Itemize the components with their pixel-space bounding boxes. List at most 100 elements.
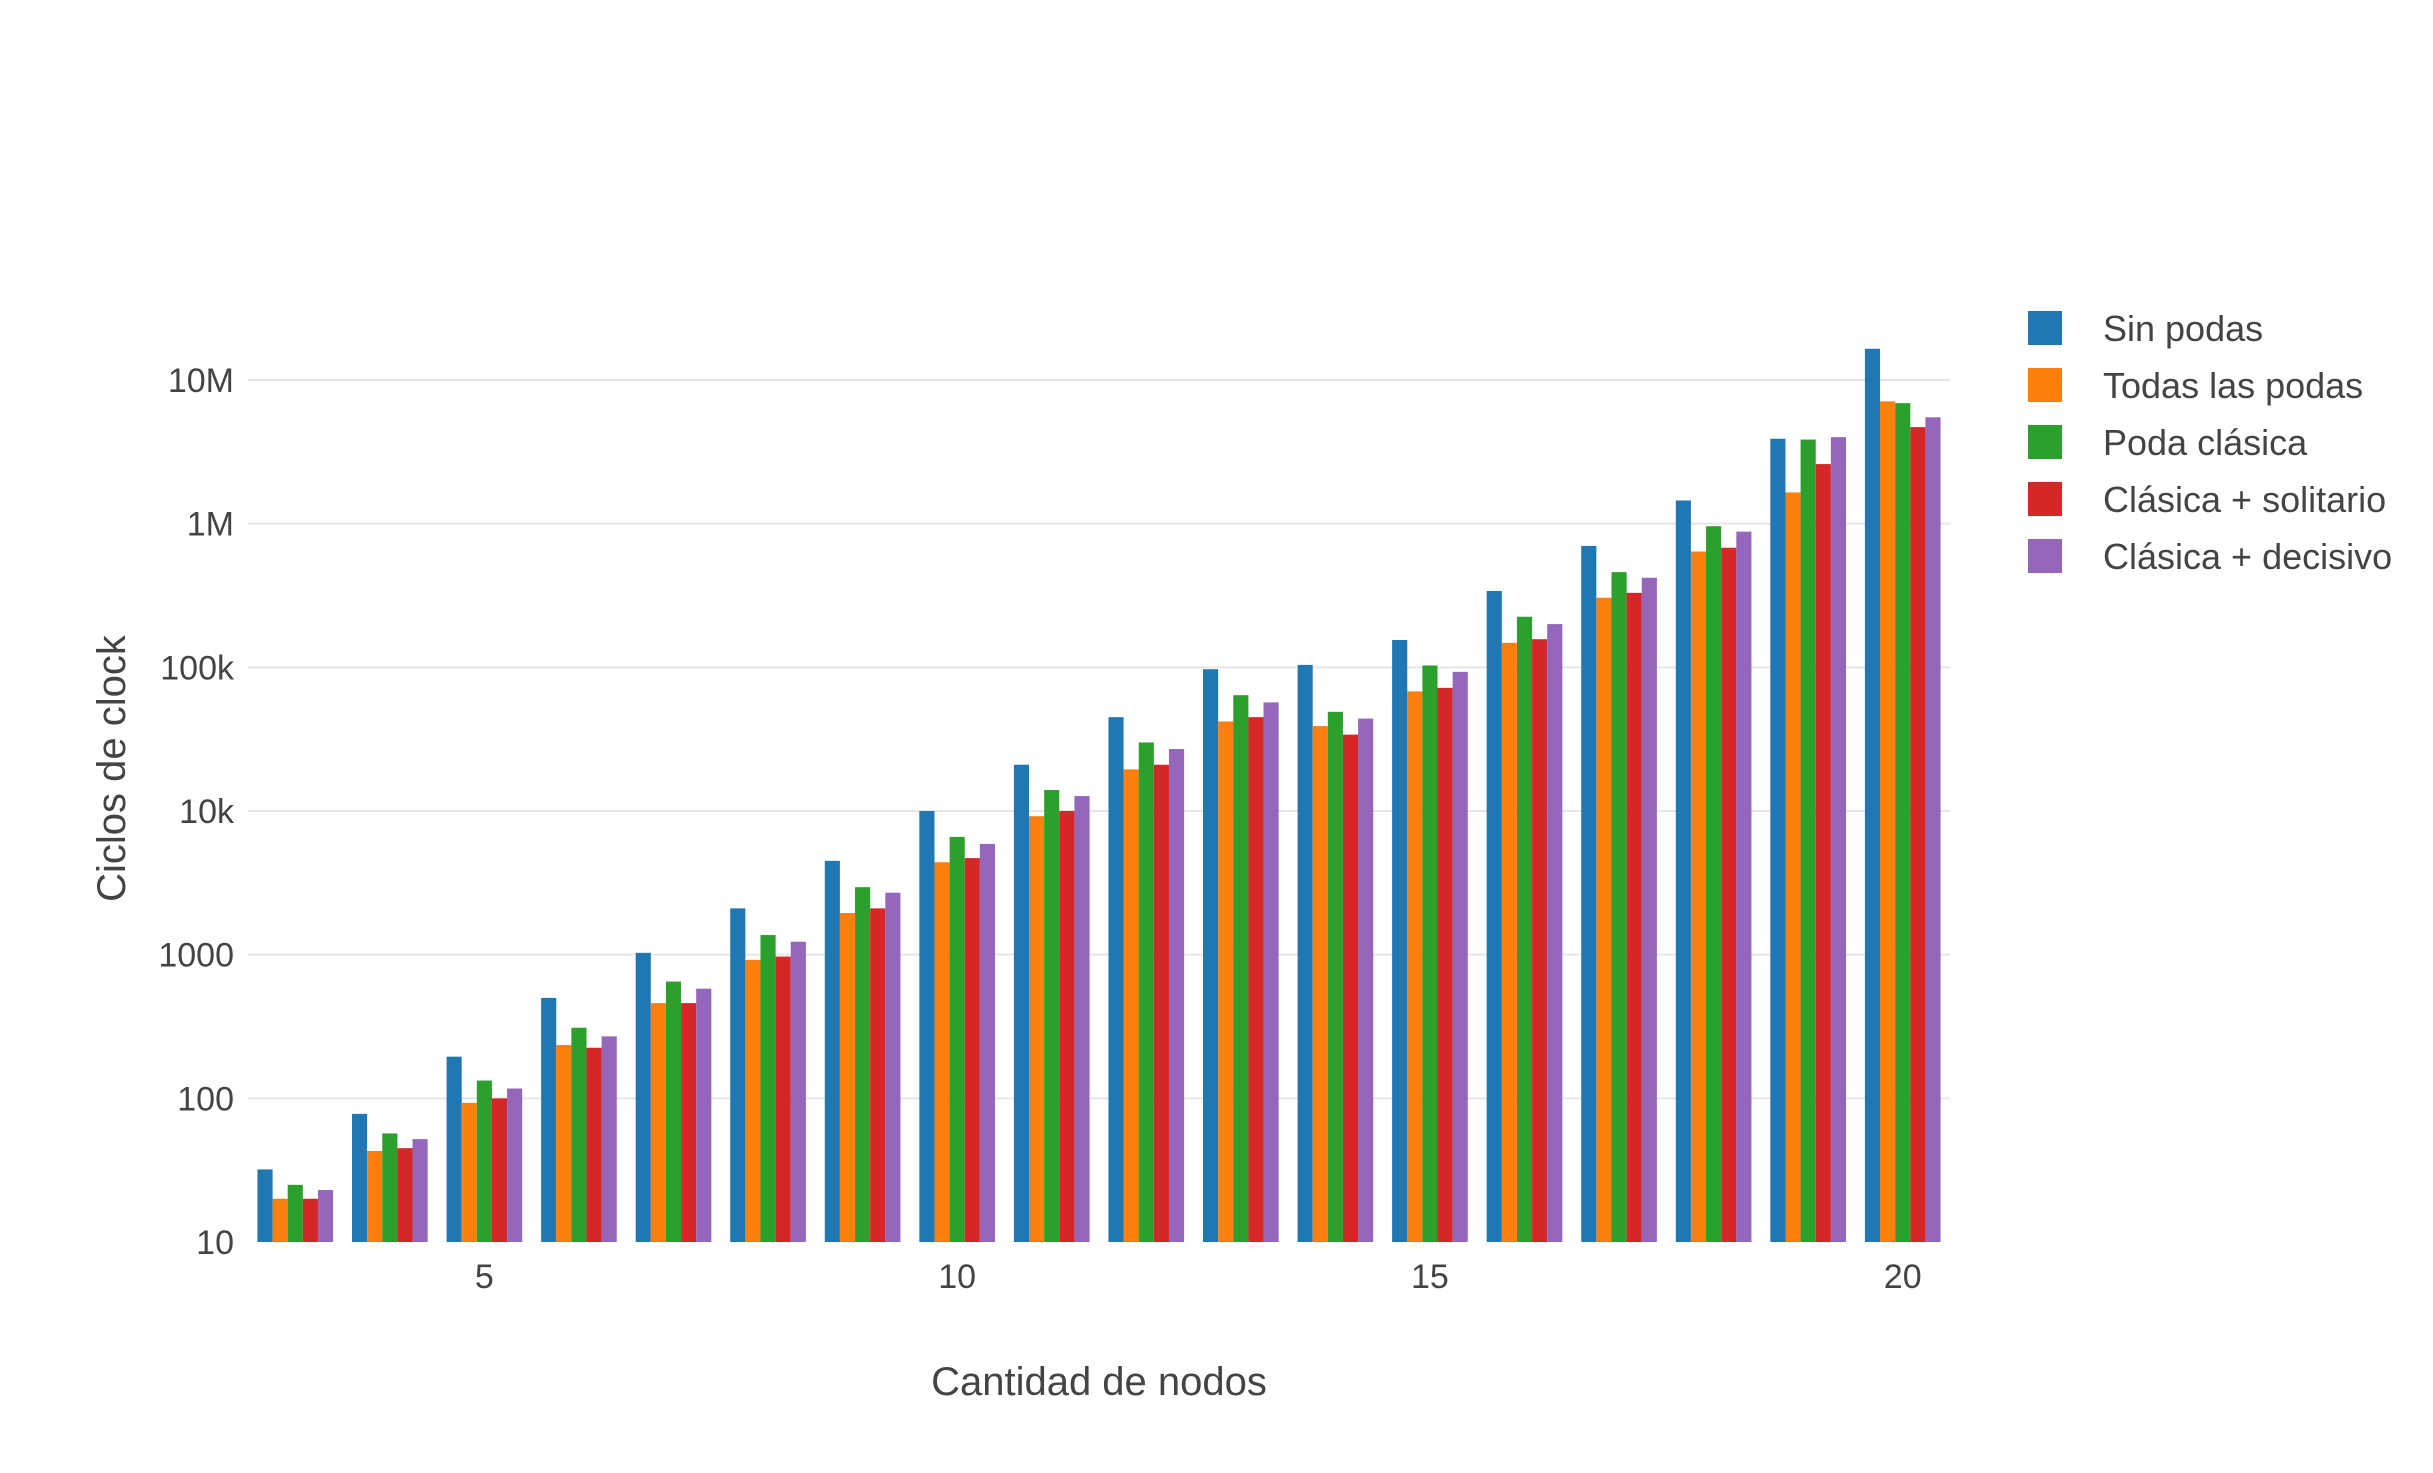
y-axis-title: Ciclos de clock — [90, 634, 134, 902]
x-tick-label: 10 — [938, 1258, 976, 1296]
bar-sin-podas-20 — [1864, 348, 1881, 1242]
x-axis-title: Cantidad de nodos — [931, 1360, 1267, 1404]
y-tick-label: 100 — [177, 1080, 234, 1118]
x-tick-label: 5 — [475, 1258, 494, 1296]
legend-label: Sin podas — [2103, 308, 2263, 349]
bar-sin-podas-14 — [1297, 664, 1313, 1242]
bar-todas-las-podas-6 — [556, 1045, 572, 1242]
bar-cl-sica-decisivo-17 — [1641, 577, 1657, 1242]
legend-item[interactable]: Todas las podas — [2028, 365, 2363, 406]
legend-label: Todas las podas — [2103, 365, 2363, 406]
bar-cl-sica-decisivo-8 — [790, 941, 806, 1242]
bar-cl-sica-solitario-7 — [681, 1003, 697, 1242]
bar-cl-sica-decisivo-14 — [1358, 718, 1374, 1242]
legend-swatch — [2028, 539, 2062, 573]
bar-cl-sica-solitario-4 — [397, 1148, 413, 1242]
bar-todas-las-podas-10 — [934, 862, 950, 1242]
legend-item[interactable]: Poda clásica — [2028, 422, 2308, 463]
legend-swatch — [2028, 311, 2062, 345]
legend-swatch — [2028, 425, 2062, 459]
legend-swatch — [2028, 482, 2062, 516]
bar-cl-sica-solitario-18 — [1721, 547, 1737, 1242]
bar-sin-podas-8 — [730, 908, 746, 1242]
bar-cl-sica-decisivo-7 — [696, 988, 712, 1242]
bar-poda-cl-sica-19 — [1800, 439, 1816, 1242]
bar-todas-las-podas-5 — [461, 1102, 477, 1242]
bar-cl-sica-decisivo-16 — [1547, 624, 1563, 1242]
bar-poda-cl-sica-14 — [1327, 711, 1343, 1242]
legend-label: Poda clásica — [2103, 422, 2308, 463]
bar-poda-cl-sica-15 — [1422, 665, 1438, 1242]
bar-todas-las-podas-13 — [1218, 721, 1234, 1242]
y-tick-label: 10M — [168, 362, 234, 400]
bar-todas-las-podas-8 — [745, 959, 761, 1242]
bar-cl-sica-decisivo-18 — [1736, 531, 1752, 1242]
legend-label: Clásica + solitario — [2103, 479, 2386, 520]
bar-todas-las-podas-17 — [1596, 597, 1612, 1242]
bar-poda-cl-sica-18 — [1706, 526, 1722, 1242]
bar-cl-sica-solitario-10 — [964, 858, 980, 1242]
x-tick-label: 20 — [1884, 1258, 1922, 1296]
bar-todas-las-podas-14 — [1312, 726, 1328, 1242]
bar-cl-sica-solitario-12 — [1153, 764, 1169, 1242]
bar-todas-las-podas-12 — [1123, 769, 1139, 1242]
bar-sin-podas-4 — [352, 1113, 368, 1242]
bar-cl-sica-solitario-15 — [1437, 687, 1453, 1242]
bar-cl-sica-decisivo-4 — [412, 1139, 428, 1242]
bar-poda-cl-sica-12 — [1138, 742, 1154, 1242]
bar-cl-sica-solitario-14 — [1342, 734, 1359, 1242]
bar-cl-sica-decisivo-10 — [979, 843, 995, 1242]
bar-sin-podas-12 — [1108, 717, 1124, 1242]
bar-sin-podas-7 — [635, 952, 651, 1242]
bar-poda-cl-sica-20 — [1895, 403, 1911, 1242]
x-tick-label: 15 — [1411, 1258, 1449, 1296]
bar-cl-sica-solitario-13 — [1248, 717, 1264, 1242]
y-tick-label: 100k — [160, 649, 235, 687]
bar-poda-cl-sica-16 — [1516, 616, 1533, 1242]
bar-cl-sica-decisivo-6 — [601, 1036, 617, 1242]
bar-sin-podas-18 — [1675, 500, 1691, 1243]
legend[interactable]: Sin podas Todas las podas Poda clásica Clás… — [2028, 308, 2392, 577]
bar-sin-podas-9 — [824, 860, 840, 1242]
bar-sin-podas-15 — [1392, 639, 1408, 1242]
bar-todas-las-podas-15 — [1407, 691, 1423, 1242]
legend-item[interactable]: Sin podas — [2028, 308, 2263, 349]
legend-item[interactable]: Clásica + decisivo — [2028, 536, 2392, 577]
legend-item[interactable]: Clásica + solitario — [2028, 479, 2386, 520]
bar-sin-podas-13 — [1203, 669, 1219, 1242]
bar-poda-cl-sica-17 — [1611, 572, 1627, 1242]
bar-cl-sica-solitario-9 — [870, 908, 886, 1242]
bar-poda-cl-sica-13 — [1233, 695, 1249, 1242]
bar-poda-cl-sica-6 — [571, 1027, 587, 1242]
bar-sin-podas-16 — [1486, 590, 1502, 1242]
bar-todas-las-podas-18 — [1690, 551, 1707, 1242]
bar-sin-podas-3 — [257, 1169, 273, 1242]
bar-poda-cl-sica-5 — [476, 1080, 492, 1242]
bar-sin-podas-17 — [1581, 545, 1597, 1242]
bar-cl-sica-solitario-19 — [1815, 464, 1831, 1242]
bar-cl-sica-decisivo-13 — [1263, 702, 1279, 1242]
bar-poda-cl-sica-11 — [1044, 790, 1060, 1242]
bar-sin-podas-11 — [1013, 764, 1030, 1242]
bar-todas-las-podas-4 — [367, 1150, 383, 1242]
bar-poda-cl-sica-9 — [855, 887, 871, 1242]
bars — [257, 348, 1941, 1243]
bar-todas-las-podas-9 — [839, 913, 856, 1242]
bar-cl-sica-solitario-11 — [1059, 811, 1075, 1242]
y-tick-label: 1M — [187, 506, 234, 544]
x-axis-ticks: 5 10 15 20 — [475, 1258, 1922, 1296]
bar-sin-podas-5 — [446, 1056, 462, 1242]
bar-cl-sica-solitario-3 — [302, 1198, 318, 1242]
bar-todas-las-podas-19 — [1785, 492, 1801, 1242]
bar-cl-sica-solitario-20 — [1910, 427, 1926, 1242]
bar-todas-las-podas-3 — [272, 1198, 288, 1242]
bar-cl-sica-solitario-17 — [1626, 592, 1642, 1242]
y-tick-label: 10k — [179, 793, 235, 831]
bar-cl-sica-solitario-16 — [1532, 639, 1548, 1242]
y-tick-label: 1000 — [158, 937, 234, 975]
gridlines — [248, 379, 1950, 1100]
bar-poda-cl-sica-8 — [760, 935, 776, 1242]
bar-poda-cl-sica-10 — [949, 836, 965, 1242]
bar-sin-podas-19 — [1770, 438, 1786, 1242]
